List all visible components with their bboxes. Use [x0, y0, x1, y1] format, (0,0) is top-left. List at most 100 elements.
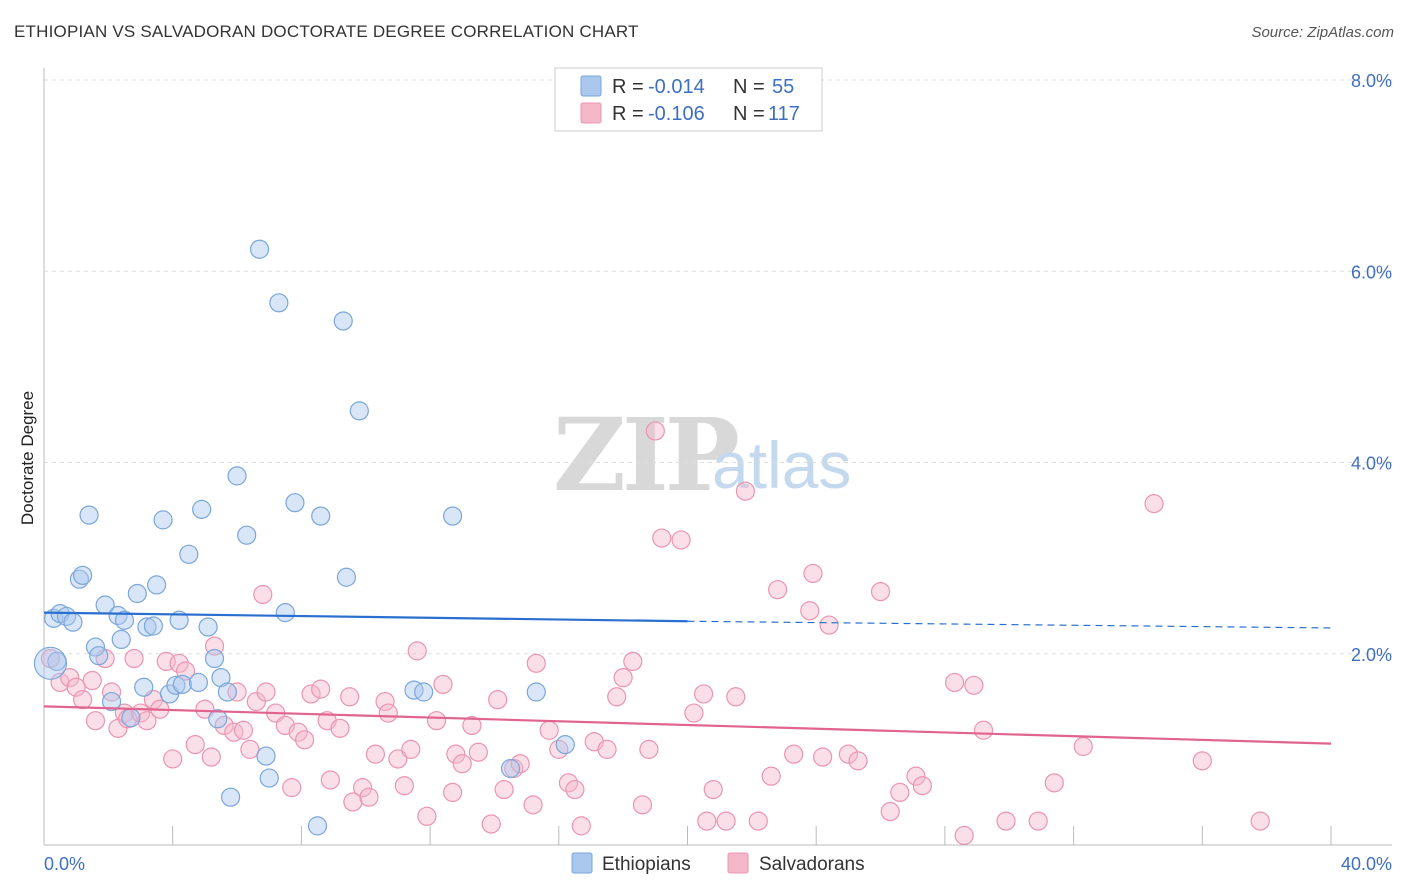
data-point-ethiopians — [188, 672, 209, 693]
data-point-salvadorans — [233, 720, 254, 740]
data-point-salvadorans — [443, 782, 463, 803]
data-point-ethiopians — [153, 510, 173, 530]
data-point-salvadorans — [703, 779, 723, 800]
data-point-ethiopians — [111, 629, 131, 650]
data-point-ethiopians — [217, 682, 237, 702]
legend-r-value: -0.106 — [648, 103, 705, 125]
watermark: ZIP atlas — [553, 396, 851, 514]
data-point-salvadorans — [632, 795, 653, 815]
data-point-salvadorans — [565, 779, 585, 800]
data-point-salvadorans — [684, 703, 704, 723]
trend-line-ethiopians — [43, 611, 688, 623]
data-point-salvadorans — [671, 530, 691, 550]
data-point-salvadorans — [697, 811, 717, 831]
data-point-ethiopians — [249, 239, 270, 259]
data-point-salvadorans — [494, 779, 514, 800]
data-point-ethiopians — [275, 603, 295, 623]
data-point-salvadorans — [378, 703, 398, 723]
data-point-ethiopians — [134, 677, 154, 697]
data-point-salvadorans — [137, 711, 157, 731]
y-tick-label: 4.0% — [1351, 454, 1392, 474]
data-point-salvadorans — [748, 811, 768, 831]
data-point-ethiopians — [221, 787, 241, 807]
data-point-salvadorans — [1144, 494, 1164, 514]
data-point-salvadorans — [571, 816, 591, 836]
data-point-salvadorans — [838, 744, 858, 764]
y-tick-label: 8.0% — [1351, 71, 1392, 91]
legend-n-label: N = — [733, 76, 765, 98]
legend-swatch-salvadorans — [727, 852, 749, 874]
series-legend: Ethiopians Salvadorans — [571, 852, 865, 875]
data-point-ethiopians — [311, 506, 331, 526]
data-point-salvadorans — [1192, 751, 1212, 771]
data-point-salvadorans — [330, 718, 350, 738]
data-point-salvadorans — [716, 811, 736, 831]
data-point-salvadorans — [880, 801, 900, 822]
y-axis-label: Doctorate Degree — [18, 391, 37, 525]
data-point-salvadorans — [365, 744, 386, 764]
data-point-salvadorans — [169, 653, 189, 673]
data-point-salvadorans — [227, 682, 247, 702]
data-point-ethiopians — [137, 617, 157, 637]
y-tick-label: 2.0% — [1351, 645, 1392, 665]
x-tick-label-max: 40.0% — [1341, 854, 1392, 874]
x-tick-label-min: 0.0% — [44, 854, 85, 874]
data-point-ethiopians — [526, 682, 546, 702]
data-point-ethiopians — [285, 493, 305, 513]
data-point-salvadorans — [645, 421, 665, 441]
data-point-salvadorans — [124, 648, 144, 669]
data-point-salvadorans — [301, 684, 321, 704]
data-point-salvadorans — [417, 806, 437, 826]
data-point-salvadorans — [195, 699, 215, 719]
data-point-salvadorans — [1028, 811, 1048, 831]
data-point-salvadorans — [639, 739, 659, 759]
data-point-ethiopians — [121, 708, 141, 728]
data-point-salvadorans — [468, 742, 488, 762]
legend-swatch-salvadorans — [580, 102, 602, 124]
data-point-ethiopians — [208, 709, 228, 729]
data-point-salvadorans — [652, 528, 672, 548]
data-point-salvadorans — [224, 722, 244, 742]
data-point-ethiopians — [269, 293, 289, 313]
data-point-salvadorans — [394, 776, 414, 796]
data-point-ethiopians — [73, 565, 93, 585]
data-point-salvadorans — [613, 668, 633, 688]
legend-n-value: 117 — [768, 103, 800, 125]
source-label: Source: ZipAtlas.com — [1251, 24, 1394, 41]
data-point-ethiopians — [114, 610, 135, 630]
data-point-salvadorans — [375, 691, 395, 712]
data-point-salvadorans — [693, 684, 714, 704]
data-point-salvadorans — [163, 749, 183, 769]
data-point-salvadorans — [433, 674, 453, 694]
legend-r-label: R = — [612, 76, 644, 98]
data-point-ethiopians — [166, 675, 186, 695]
data-point-salvadorans — [240, 739, 260, 759]
legend-n-label: N = — [733, 103, 765, 125]
data-point-ethiopians — [89, 646, 109, 666]
data-point-salvadorans — [523, 795, 543, 815]
data-point-salvadorans — [82, 670, 102, 691]
data-point-salvadorans — [282, 778, 302, 798]
data-point-salvadorans — [954, 825, 974, 846]
data-point-salvadorans — [201, 747, 221, 767]
data-point-salvadorans — [1073, 736, 1093, 757]
data-point-salvadorans — [870, 581, 891, 602]
data-point-salvadorans — [320, 770, 340, 790]
data-point-ethiopians — [414, 682, 434, 702]
data-point-ethiopians — [443, 506, 463, 526]
trend-line-ethiopians-extension — [687, 620, 1332, 629]
data-point-salvadorans — [295, 730, 315, 750]
data-point-ethiopians — [555, 734, 575, 755]
x-axis-ticks — [43, 826, 1332, 845]
data-point-salvadorans — [488, 690, 508, 710]
data-point-salvadorans — [539, 720, 559, 740]
data-point-ethiopians — [211, 668, 231, 688]
data-point-salvadorans — [996, 811, 1016, 831]
data-point-salvadorans — [73, 690, 93, 710]
data-point-salvadorans — [607, 687, 627, 707]
data-point-ethiopians — [259, 768, 279, 788]
data-point-salvadorans — [800, 601, 820, 621]
data-point-ethiopians — [204, 648, 225, 669]
data-point-ethiopians — [198, 617, 218, 637]
